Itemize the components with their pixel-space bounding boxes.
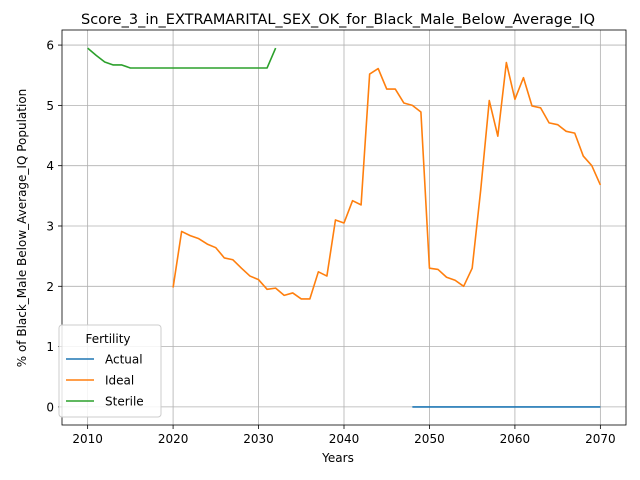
legend-label-ideal: Ideal <box>105 374 134 388</box>
x-tick-label: 2050 <box>414 432 445 446</box>
legend-label-actual: Actual <box>105 353 143 367</box>
x-tick-label: 2010 <box>72 432 103 446</box>
legend-label-sterile: Sterile <box>105 395 144 409</box>
y-tick-label: 4 <box>46 159 54 173</box>
x-tick-label: 2070 <box>585 432 616 446</box>
y-tick-label: 6 <box>46 39 54 53</box>
y-axis-label: % of Black_Male Below_Average_IQ Populat… <box>15 89 29 368</box>
y-tick-label: 2 <box>46 280 54 294</box>
x-tick-label: 2040 <box>329 432 360 446</box>
y-tick-label: 0 <box>46 400 54 414</box>
x-tick-label: 2020 <box>158 432 189 446</box>
y-tick-label: 1 <box>46 340 54 354</box>
x-tick-label: 2060 <box>500 432 531 446</box>
y-tick-label: 5 <box>46 99 54 113</box>
legend-title: Fertility <box>85 332 130 346</box>
x-axis-label: Years <box>321 451 354 465</box>
x-axis-ticks: 2010 2020 2030 2040 2050 2060 2070 <box>72 425 615 446</box>
y-tick-label: 3 <box>46 219 54 233</box>
x-tick-label: 2030 <box>243 432 274 446</box>
chart-title: Score_3_in_EXTRAMARITAL_SEX_OK_for_Black… <box>81 12 595 28</box>
legend: Fertility Actual Ideal Sterile <box>59 325 161 417</box>
